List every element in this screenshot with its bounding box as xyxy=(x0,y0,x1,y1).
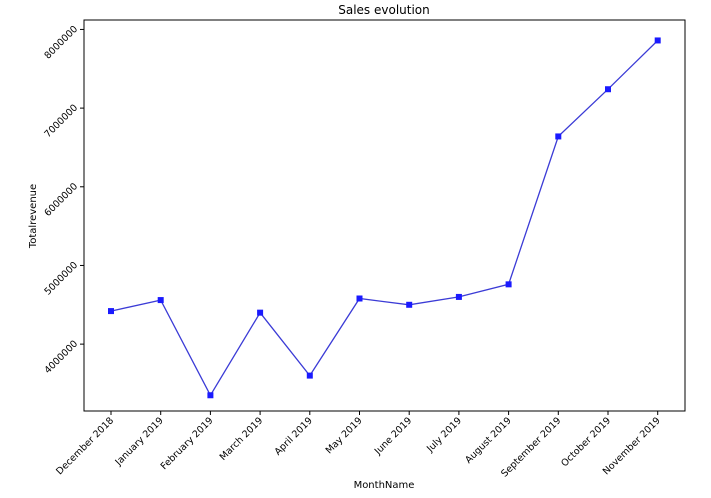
y-tick-label: 8000000 xyxy=(42,24,80,62)
x-tick-label: October 2019 xyxy=(559,415,613,469)
x-tick-label: December 2018 xyxy=(54,415,116,477)
x-tick-label: April 2019 xyxy=(273,415,315,457)
x-tick-label: June 2019 xyxy=(372,415,414,457)
y-tick-label: 6000000 xyxy=(42,181,80,219)
data-point-marker xyxy=(605,86,611,93)
data-point-marker xyxy=(207,392,214,399)
plot-frame xyxy=(83,19,686,412)
y-tick-label: 4000000 xyxy=(42,338,80,376)
x-axis-label: MonthName xyxy=(354,480,415,491)
data-point-marker xyxy=(108,308,114,315)
data-point-marker xyxy=(306,372,313,379)
y-axis-label: Totalrevenue xyxy=(28,184,39,249)
data-point-marker xyxy=(455,293,462,300)
x-tick-label: May 2019 xyxy=(324,415,365,456)
data-point-marker xyxy=(356,295,363,302)
y-tick-label: 5000000 xyxy=(42,260,80,298)
data-point-marker xyxy=(157,297,164,304)
chart-title: Sales evolution xyxy=(338,3,430,17)
series-line xyxy=(110,40,659,397)
data-point-marker xyxy=(257,309,264,316)
data-point-marker xyxy=(406,301,413,308)
y-tick-label: 7000000 xyxy=(42,102,80,140)
x-tick-label: August 2019 xyxy=(463,415,514,466)
data-point-marker xyxy=(555,133,562,140)
x-tick-label: March 2019 xyxy=(218,415,265,462)
series-markers xyxy=(108,37,661,399)
data-point-marker xyxy=(505,281,512,288)
x-tick-label: July 2019 xyxy=(424,415,464,455)
y-axis: 4000000 5000000 6000000 7000000 8000000 xyxy=(42,24,84,376)
data-point-marker xyxy=(654,37,661,44)
x-tick-label: January 2019 xyxy=(113,415,166,468)
x-tick-label: February 2019 xyxy=(159,415,216,472)
